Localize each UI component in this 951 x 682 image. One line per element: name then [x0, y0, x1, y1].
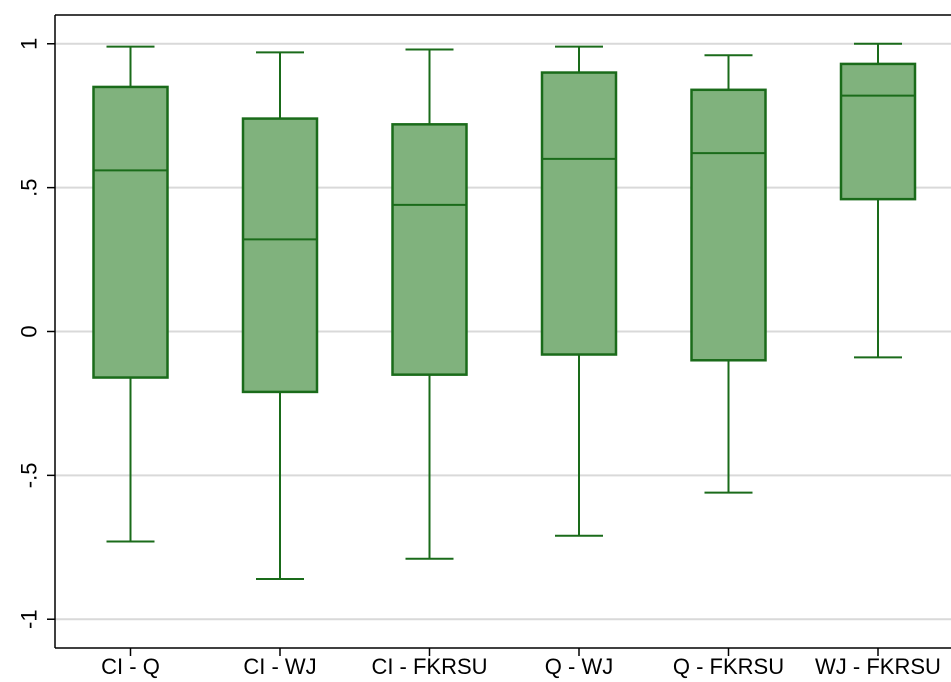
x-tick-label-5: WJ - FKRSU: [815, 654, 941, 679]
boxes: [92, 42, 917, 580]
box-5: [839, 42, 917, 359]
y-tick-label-3: -.5: [17, 463, 42, 489]
iqr-box: [540, 71, 618, 356]
iqr-box: [92, 85, 169, 379]
box-3: [540, 45, 618, 537]
box-2: [391, 48, 468, 560]
x-tick-label-3: Q - WJ: [545, 654, 613, 679]
grid-lines: [55, 42, 951, 621]
iqr-box: [690, 88, 767, 362]
y-tick-label-4: -1: [17, 609, 42, 629]
box-0: [92, 45, 169, 543]
y-tick-label-0: 1: [17, 38, 42, 50]
x-tick-label-2: CI - FKRSU: [371, 654, 487, 679]
x-tick-label-0: CI - Q: [101, 654, 160, 679]
box-4: [690, 54, 767, 494]
iqr-box: [391, 123, 468, 376]
x-tick-label-1: CI - WJ: [243, 654, 316, 679]
y-axis-ticks: 1 .5 0 -.5 -1: [17, 38, 55, 629]
iqr-box: [241, 117, 319, 394]
y-tick-label-1: .5: [17, 178, 42, 196]
box-1: [241, 51, 319, 580]
iqr-box: [839, 62, 917, 201]
x-axis-labels: CI - Q CI - WJ CI - FKRSU Q - WJ Q - FKRSU WJ…: [101, 648, 941, 679]
y-tick-label-2: 0: [17, 325, 42, 337]
x-tick-label-4: Q - FKRSU: [673, 654, 784, 679]
